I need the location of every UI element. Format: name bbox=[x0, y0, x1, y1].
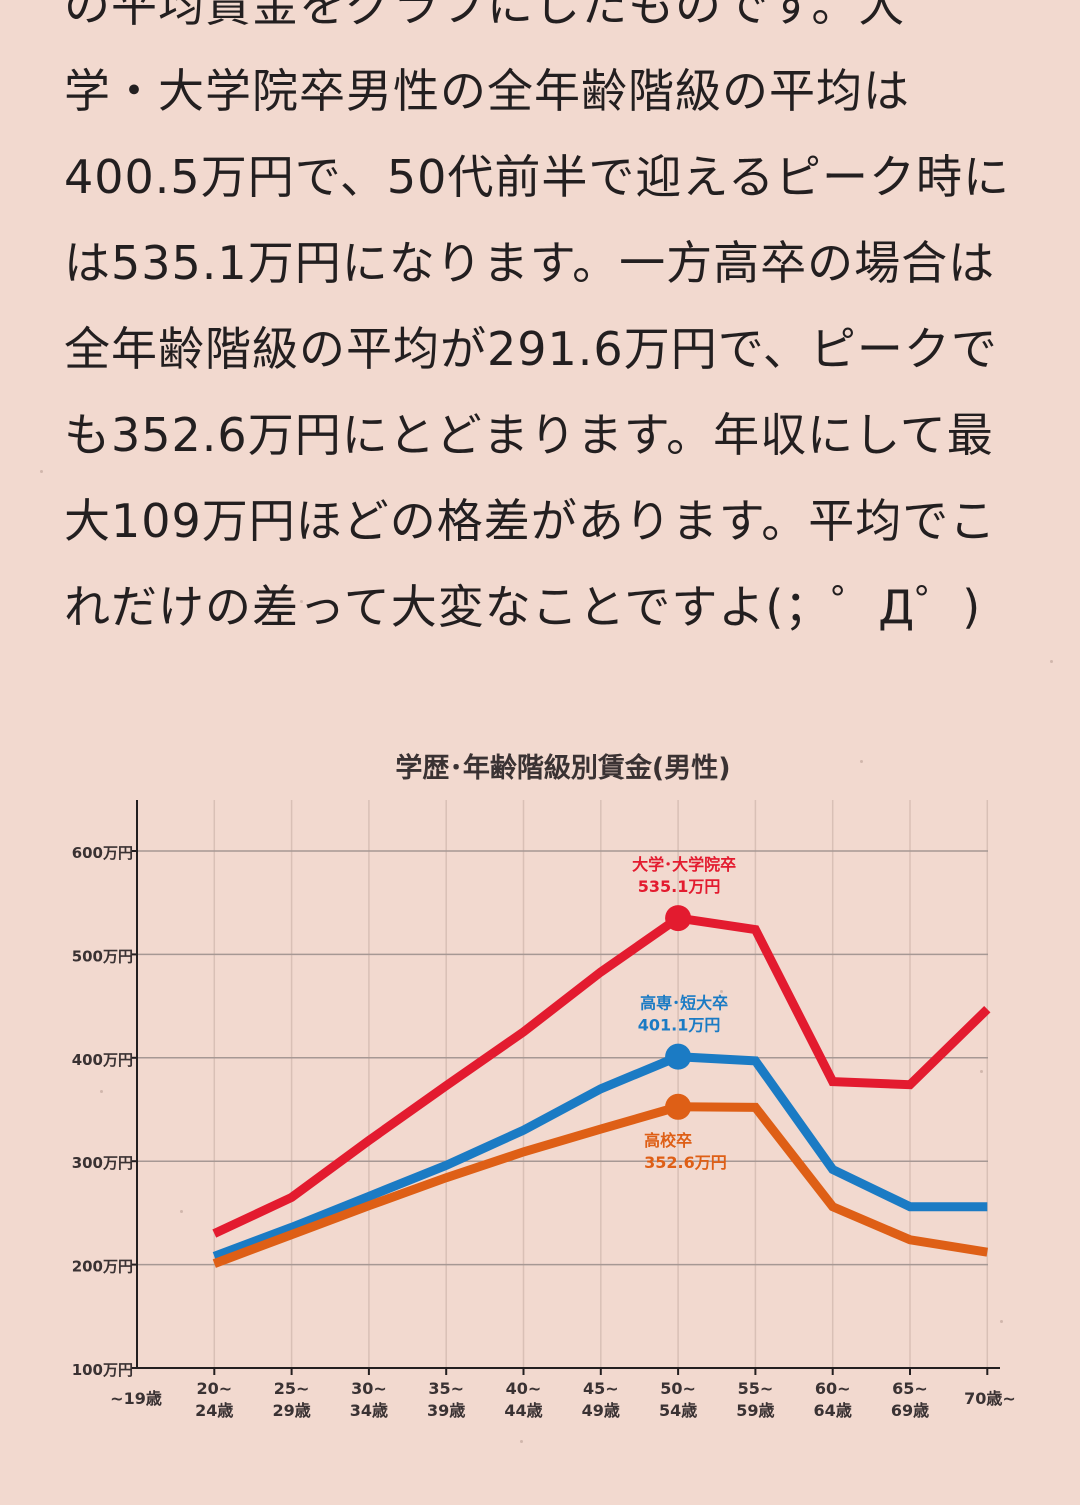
paper-speck bbox=[980, 1070, 983, 1073]
x-tick-label-line: 69歳 bbox=[891, 1401, 929, 1420]
peak-series-label: 高専･短大卒 bbox=[640, 994, 728, 1013]
peak-value-label: 352.6万円 bbox=[644, 1153, 727, 1172]
x-tick-label-line: 64歳 bbox=[814, 1401, 852, 1420]
x-tick-label-line: ~19歳 bbox=[110, 1389, 162, 1408]
peak-series-label: 高校卒 bbox=[644, 1131, 692, 1150]
y-tick-label: 100万円 bbox=[72, 1361, 133, 1379]
line-chart-svg: 学歴･年齢階級別賃金(男性) 100万円 200万円 300万円 400万円 500万円… bbox=[72, 752, 1016, 1420]
series-line bbox=[212, 1052, 988, 1261]
peak-value-label: 401.1万円 bbox=[638, 1016, 721, 1035]
peak-marker bbox=[665, 1043, 692, 1070]
x-tick-label: 40~ 44歳 bbox=[504, 1379, 542, 1420]
x-tick-label: 70歳~ bbox=[964, 1389, 1016, 1408]
x-tick-label-line: 55~ bbox=[738, 1379, 774, 1398]
series-line bbox=[212, 1102, 989, 1268]
x-tick-label-line: 50~ bbox=[660, 1379, 696, 1398]
article-line: は535.1万円になります。一方高卒の場合は bbox=[64, 236, 996, 290]
article-line: れだけの差って大変なことですよ(；゜Д゜) bbox=[64, 580, 982, 634]
x-tick-label-line: 59歳 bbox=[736, 1401, 774, 1420]
x-tick-label-line: 60~ bbox=[815, 1379, 851, 1398]
y-tick-label: 400万円 bbox=[72, 1051, 133, 1069]
x-tick-label-line: 40~ bbox=[506, 1379, 542, 1398]
paper-speck bbox=[300, 600, 303, 603]
x-tick-label-line: 44歳 bbox=[504, 1401, 542, 1420]
paper-speck bbox=[1050, 660, 1053, 663]
x-tick-label: 25~ 29歳 bbox=[272, 1379, 310, 1420]
x-tick-label: 20~ 24歳 bbox=[195, 1379, 233, 1420]
x-tick-label: 50~ 54歳 bbox=[659, 1379, 697, 1420]
x-tick-label-line: 54歳 bbox=[659, 1401, 697, 1420]
x-tick-label-line: 30~ bbox=[351, 1379, 387, 1398]
chart-series bbox=[212, 913, 991, 1268]
x-tick-label-line: 45~ bbox=[583, 1379, 619, 1398]
x-tick-label: ~19歳 bbox=[110, 1389, 162, 1408]
x-tick-label-line: 35~ bbox=[428, 1379, 464, 1398]
y-axis-labels: 100万円 200万円 300万円 400万円 500万円 600万円 bbox=[72, 844, 133, 1379]
x-tick-label: 30~ 34歳 bbox=[350, 1379, 388, 1420]
x-tick-label: 65~ 69歳 bbox=[891, 1379, 929, 1420]
article-line: 大109万円ほどの格差があります。平均でこ bbox=[64, 494, 997, 548]
x-tick-label: 55~ 59歳 bbox=[736, 1379, 774, 1420]
chart-title: 学歴･年齢階級別賃金(男性) bbox=[395, 752, 730, 784]
x-tick-label-line: 24歳 bbox=[195, 1401, 233, 1420]
article-text: の平均賃金をグラフにしたものです。大 学・大学院卒男性の全年齢階級の平均は 40… bbox=[64, 0, 1024, 650]
x-tick-label: 45~ 49歳 bbox=[582, 1379, 620, 1420]
y-tick-label: 500万円 bbox=[72, 947, 133, 965]
x-tick-label: 60~ 64歳 bbox=[814, 1379, 852, 1420]
x-tick-label-line: 39歳 bbox=[427, 1401, 465, 1420]
y-tick-label: 300万円 bbox=[72, 1154, 133, 1172]
article-line: 全年齢階級の平均が291.6万円で、ピークで bbox=[64, 322, 998, 376]
y-tick-label: 600万円 bbox=[72, 844, 133, 862]
paper-speck bbox=[1000, 1320, 1003, 1323]
chart-axes bbox=[131, 800, 1000, 1375]
x-tick-label-line: 65~ bbox=[892, 1379, 928, 1398]
x-tick-label-line: 49歳 bbox=[582, 1401, 620, 1420]
wage-chart: 学歴･年齢階級別賃金(男性) 100万円 200万円 300万円 400万円 500万円… bbox=[0, 720, 1080, 1440]
x-tick-label-line: 29歳 bbox=[272, 1401, 310, 1420]
paper-speck bbox=[40, 470, 43, 473]
x-tick-label-line: 25~ bbox=[274, 1379, 310, 1398]
peak-marker bbox=[665, 905, 692, 932]
paper-speck bbox=[180, 1210, 183, 1213]
paper-speck bbox=[720, 990, 723, 993]
article-line: も352.6万円にとどまります。年収にして最 bbox=[64, 408, 994, 462]
x-tick-label-line: 70歳~ bbox=[964, 1389, 1016, 1408]
paper-speck bbox=[100, 1090, 103, 1093]
x-tick-label-line: 20~ bbox=[196, 1379, 232, 1398]
peak-value-label: 535.1万円 bbox=[638, 877, 721, 896]
article-line: の平均賃金をグラフにしたものです。大 bbox=[64, 0, 906, 32]
peak-marker bbox=[665, 1093, 692, 1120]
x-tick-label: 35~ 39歳 bbox=[427, 1379, 465, 1420]
paper-speck bbox=[520, 1440, 523, 1443]
y-tick-label: 200万円 bbox=[72, 1258, 133, 1276]
paper-speck bbox=[860, 760, 863, 763]
series-line bbox=[212, 913, 991, 1238]
article-line: 学・大学院卒男性の全年齢階級の平均は bbox=[64, 64, 910, 118]
peak-series-label: 大学･大学院卒 bbox=[632, 855, 736, 874]
article-line: 400.5万円で、50代前半で迎えるピーク時に bbox=[64, 150, 1011, 204]
x-tick-label-line: 34歳 bbox=[350, 1401, 388, 1420]
